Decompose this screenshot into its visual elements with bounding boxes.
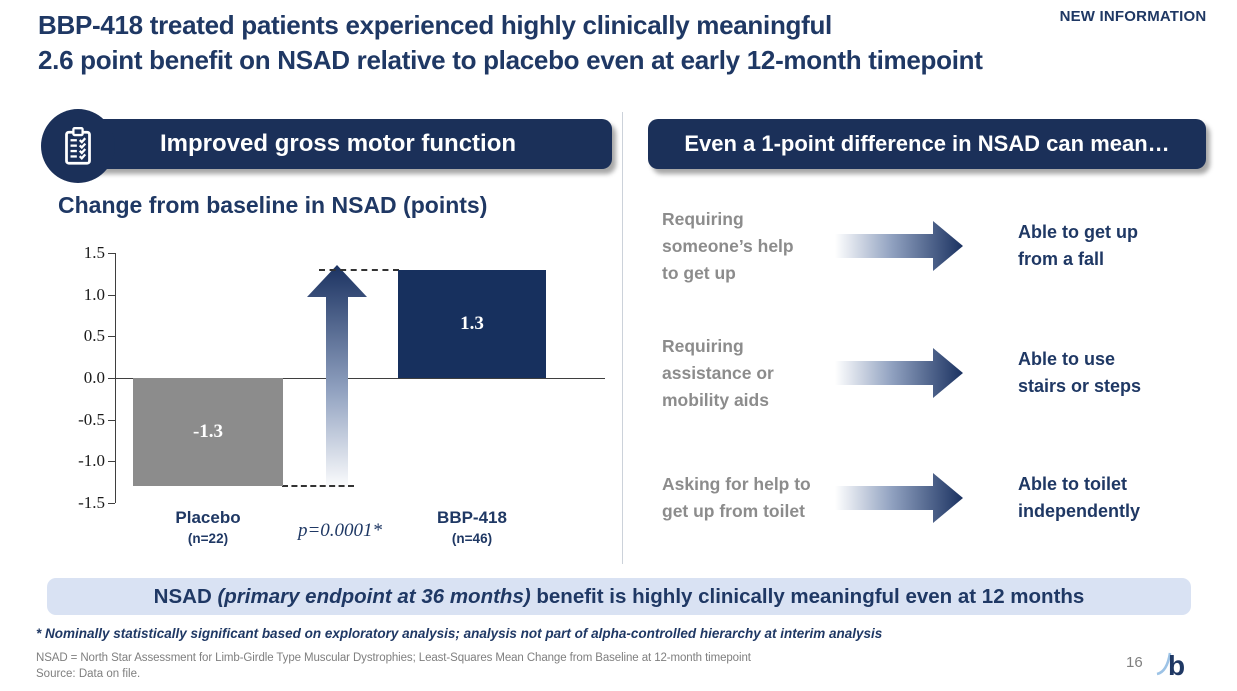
category-bbp418: BBP-418 (n=46) <box>437 508 507 546</box>
bar-chart-plot: -1.3 1.3 1.5 1.0 0.5 0.0 -0.5 -1.0 -1.5 <box>78 243 605 512</box>
row-to-text: Able to use stairs or steps <box>1018 349 1142 396</box>
y-tick-label: -1.0 <box>78 451 105 471</box>
footnote-asterisk: * Nominally statistically significant ba… <box>36 626 883 641</box>
bar-placebo: -1.3 <box>133 378 283 487</box>
y-tick-label: 1.5 <box>83 243 105 262</box>
category-placebo: Placebo (n=22) <box>175 508 240 546</box>
page-number: 16 <box>1126 654 1143 671</box>
category-placebo-n: (n=22) <box>187 531 229 546</box>
row-from-text: Requiring assistance or mobility aids <box>662 335 774 410</box>
y-tick-mark <box>108 336 115 338</box>
y-tick-label: -1.5 <box>78 493 105 512</box>
right-panel-header-label: Even a 1-point difference in NSAD can me… <box>684 131 1170 156</box>
y-tick-mark <box>108 378 115 379</box>
banner-prefix: NSAD <box>153 585 218 608</box>
right-panel-header: Even a 1-point difference in NSAD can me… <box>648 119 1206 169</box>
bar-bbp418: 1.3 <box>398 269 546 378</box>
category-bbp418-n: (n=46) <box>451 531 493 546</box>
nsad-meaning-row: Asking for help to get up from toilet Ab… <box>662 455 1207 541</box>
company-logo: b <box>1156 650 1185 681</box>
banner-suffix: benefit is highly clinically meaningful … <box>530 585 1085 608</box>
right-arrow-icon <box>835 221 963 271</box>
y-tick-mark <box>108 253 115 254</box>
dashed-reference-line-bottom <box>282 485 354 488</box>
left-panel-header-label: Improved gross motor function <box>160 130 517 157</box>
bar-placebo-value-label: -1.3 <box>192 421 224 443</box>
row-from-text: Asking for help to get up from toilet <box>662 474 811 521</box>
bar-bbp418-value-label: 1.3 <box>460 312 484 334</box>
left-panel-header: Improved gross motor function <box>41 109 612 183</box>
page-title-line1: BBP-418 treated patients experienced hig… <box>38 10 832 40</box>
right-arrow-icon <box>835 348 963 398</box>
vertical-divider <box>622 112 623 564</box>
y-tick-label: -0.5 <box>78 409 105 429</box>
category-placebo-name: Placebo <box>175 508 241 527</box>
right-arrow-icon <box>835 473 963 523</box>
clipboard-checklist-icon <box>41 109 115 183</box>
page-title-line2: 2.6 point benefit on NSAD relative to pl… <box>38 45 983 75</box>
nsad-meaning-row: Requiring assistance or mobility aids Ab… <box>662 327 1207 419</box>
page-title: BBP-418 treated patients experienced hig… <box>38 8 983 78</box>
y-tick-mark <box>108 294 115 296</box>
banner-italic: (primary endpoint at 36 months) <box>217 585 531 608</box>
y-tick-label: 0.0 <box>83 368 105 387</box>
improvement-up-arrow <box>307 264 367 491</box>
badge-label: NEW INFORMATION <box>1059 8 1207 25</box>
category-bbp418-name: BBP-418 <box>437 508 507 527</box>
y-tick-mark <box>108 461 115 463</box>
svg-text:b: b <box>1168 650 1185 681</box>
row-to-text: Able to get up from a fall <box>1018 222 1138 269</box>
p-value-annotation: p=0.0001* <box>297 520 383 541</box>
new-information-badge: NEW INFORMATION <box>1035 6 1231 28</box>
y-tick-label: 1.0 <box>83 284 105 304</box>
summary-banner: NSAD (primary endpoint at 36 months) ben… <box>47 578 1191 615</box>
row-from-text: Requiring someone’s help to get up <box>662 208 794 283</box>
footnote-source: Source: Data on file. <box>36 668 141 680</box>
x-axis-labels: Placebo (n=22) BBP-418 (n=46) p=0.0001* <box>115 506 605 558</box>
dashed-reference-line-top <box>319 268 399 271</box>
footnote-definition: NSAD = North Star Assessment for Limb-Gi… <box>36 652 751 664</box>
row-to-text: Able to toilet independently <box>1018 474 1141 521</box>
chart-title: Change from baseline in NSAD (points) <box>58 192 488 218</box>
nsad-meaning-row: Requiring someone’s help to get up Able … <box>662 200 1207 292</box>
y-tick-mark <box>108 503 115 504</box>
y-tick-label: 0.5 <box>83 326 105 346</box>
zero-axis-line <box>115 378 605 379</box>
y-tick-mark <box>108 419 115 421</box>
